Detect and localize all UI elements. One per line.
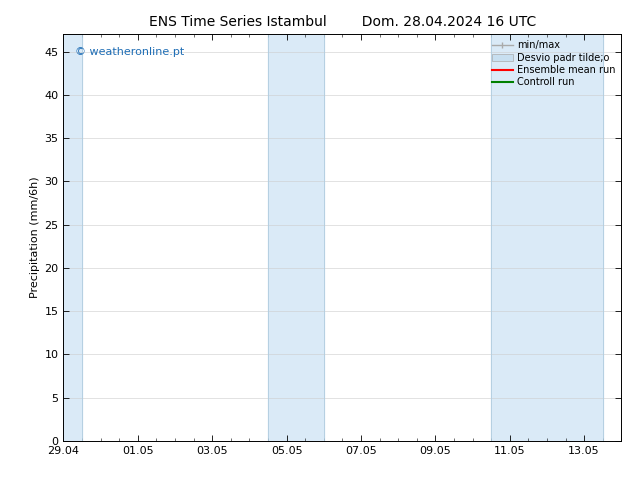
Legend: min/max, Desvio padr tilde;o, Ensemble mean run, Controll run: min/max, Desvio padr tilde;o, Ensemble m… <box>488 36 619 91</box>
Bar <box>63 34 82 441</box>
Text: © weatheronline.pt: © weatheronline.pt <box>75 47 184 56</box>
Y-axis label: Precipitation (mm/6h): Precipitation (mm/6h) <box>30 177 40 298</box>
Title: ENS Time Series Istambul        Dom. 28.04.2024 16 UTC: ENS Time Series Istambul Dom. 28.04.2024… <box>149 15 536 29</box>
Bar <box>268 34 324 441</box>
Bar <box>491 34 603 441</box>
